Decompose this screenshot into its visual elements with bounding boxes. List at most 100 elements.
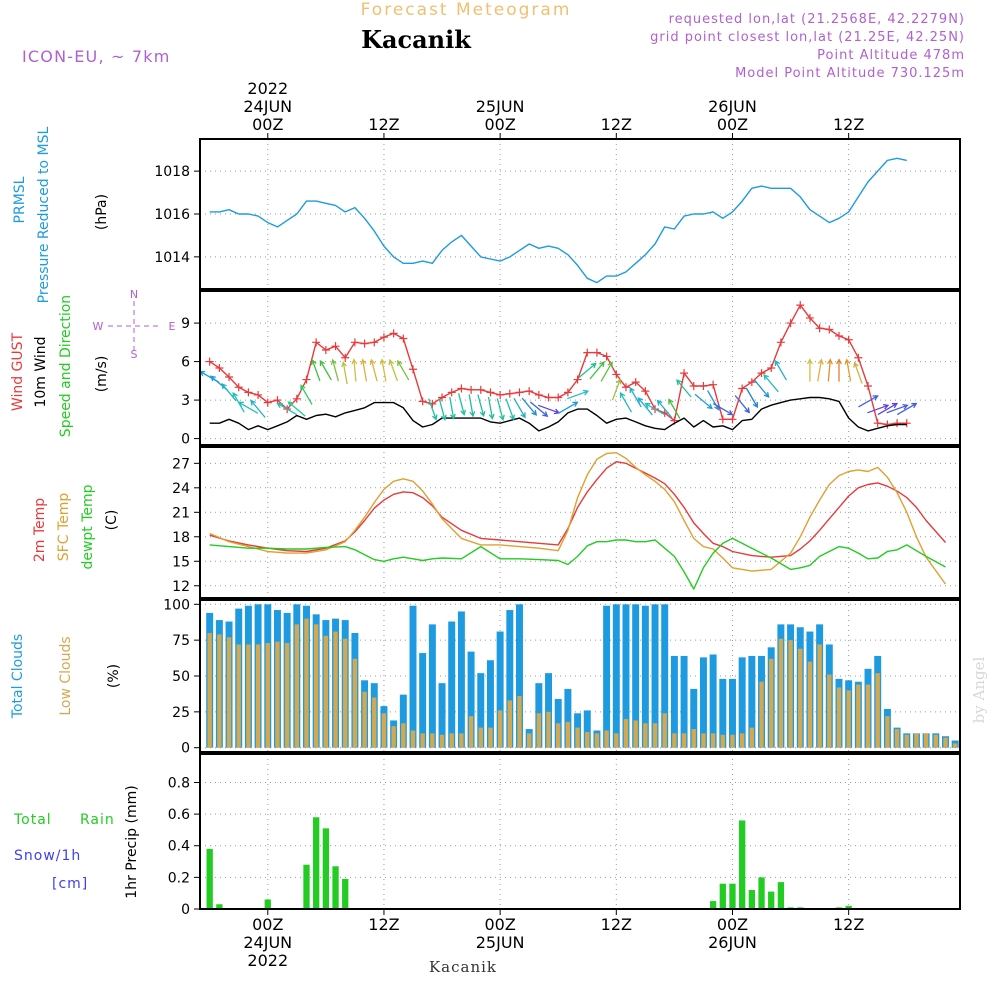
clouds-bar	[575, 727, 580, 748]
clouds-bar	[632, 604, 640, 748]
clouds-bar	[633, 720, 638, 748]
wind-ytick-label: 6	[181, 355, 190, 371]
gust-marker	[805, 313, 814, 322]
clouds-bar	[778, 638, 784, 748]
precip-ytick-label: 0.6	[168, 807, 190, 823]
precip-bar	[777, 882, 785, 909]
bottom-time-label: 00Z	[717, 915, 748, 934]
wind-direction-arrow	[656, 399, 673, 418]
gust-marker	[389, 329, 398, 338]
gust-marker	[796, 301, 805, 310]
clouds-bar	[749, 727, 755, 748]
bottom-time-label: 12Z	[601, 915, 632, 934]
clouds-bar	[226, 637, 232, 748]
pressure-series-line	[209, 157, 907, 284]
temp-dewpt-label: dewpt Temp	[80, 484, 96, 569]
precip-bar	[719, 883, 726, 909]
wind-direction-arrow	[676, 379, 692, 398]
temperature-frame	[199, 446, 961, 599]
wind-panel-labels: Wind GUST 10m Wind Speed and Direction (…	[10, 288, 176, 437]
bottom-time-label: 2022	[247, 951, 288, 970]
gust-marker	[621, 383, 630, 392]
pressure-panel-labels: PRMSL Pressure Reduced to MSL (hPa)	[12, 126, 110, 303]
snow-unit-label: [cm]	[52, 876, 88, 892]
wind-direction-arrow	[558, 401, 579, 414]
wind-direction-arrow	[886, 403, 909, 414]
clouds-bar	[236, 644, 241, 748]
clouds-bar	[496, 631, 504, 748]
bottom-time-label: 24JUN	[243, 933, 292, 952]
wind-direction-arrow	[360, 358, 368, 382]
wind-direction-arrow	[287, 401, 306, 417]
pressure-ytick-label: 1014	[154, 250, 190, 266]
wind-direction-arrow	[341, 360, 348, 385]
clouds-bar	[217, 634, 222, 748]
clouds-bar	[672, 733, 677, 748]
clouds-bar	[255, 644, 261, 748]
clouds-bar	[865, 684, 871, 748]
precip-ytick-label: 0.4	[168, 839, 190, 855]
clouds-bar	[381, 713, 387, 748]
gust-marker	[215, 364, 224, 372]
gust-marker	[312, 338, 321, 347]
precip-bar	[709, 901, 717, 909]
clouds-bar	[719, 678, 727, 748]
temperature-ytick-label: 21	[172, 505, 190, 521]
wind-direction-arrow	[629, 386, 642, 408]
gust-marker	[776, 338, 785, 347]
gust-marker	[225, 372, 234, 381]
precip-bar	[313, 817, 320, 909]
gust-marker	[476, 385, 485, 394]
clouds-bar	[807, 661, 813, 748]
snow-label: Snow/1h	[14, 848, 81, 864]
wind-direction-arrow	[397, 359, 410, 381]
gust-marker	[486, 388, 495, 397]
temperature-ytick-label: 27	[172, 456, 190, 472]
top-time-label: 12Z	[368, 115, 399, 134]
wind-direction-arrow	[774, 359, 787, 381]
wind-direction-arrow	[589, 361, 605, 380]
clouds-bar	[401, 723, 406, 748]
clouds-bar	[933, 734, 938, 748]
wind-direction-arrow	[311, 358, 321, 382]
gust-marker	[544, 393, 553, 402]
clouds-bar	[769, 658, 774, 748]
clouds-bar	[478, 727, 483, 748]
wind-ytick-label: 3	[181, 393, 190, 409]
clouds-ytick-label: 100	[163, 597, 190, 613]
precip-bar	[322, 828, 330, 909]
gust-marker	[680, 369, 689, 378]
wind-direction-arrow	[487, 396, 495, 420]
temp-2m-label: 2m Temp	[32, 498, 48, 562]
top-time-label: 24JUN	[243, 97, 292, 116]
clouds-panel: 0 25 50 75 100	[163, 597, 961, 757]
model-label: ICON-EU, ~ 7km	[22, 47, 171, 66]
wind-ytick-label: 0	[181, 432, 190, 448]
wind-direction-arrow	[896, 402, 918, 416]
clouds-bar	[399, 694, 407, 748]
clouds-ytick-label: 0	[181, 741, 190, 757]
wind-gust-label: Wind GUST	[10, 332, 26, 411]
prmsl-label: PRMSL	[12, 176, 28, 223]
gust-marker	[883, 420, 892, 429]
pressure-unit: (hPa)	[94, 194, 110, 230]
wind-direction-arrow	[826, 358, 833, 382]
clouds-bar	[477, 673, 485, 748]
wind-direction-arrow	[427, 398, 438, 421]
wind-direction-arrow	[637, 397, 653, 416]
clouds-bar	[409, 605, 417, 748]
clouds-bar	[556, 723, 561, 748]
wind-direction-arrow	[468, 394, 476, 418]
clouds-bar	[275, 641, 280, 748]
prmsl-desc-label: Pressure Reduced to MSL	[36, 126, 52, 303]
wind-direction-arrow	[853, 361, 863, 384]
wind-direction-arrow	[578, 362, 597, 379]
gust-marker	[428, 399, 437, 408]
clouds-bar	[894, 729, 900, 748]
clouds-bar	[738, 657, 746, 748]
compass-s: S	[131, 348, 138, 361]
precip-bar	[303, 864, 310, 909]
gust-marker	[418, 397, 427, 406]
wind-ytick-label: 9	[181, 316, 190, 332]
wind-direction-arrow	[496, 398, 505, 421]
